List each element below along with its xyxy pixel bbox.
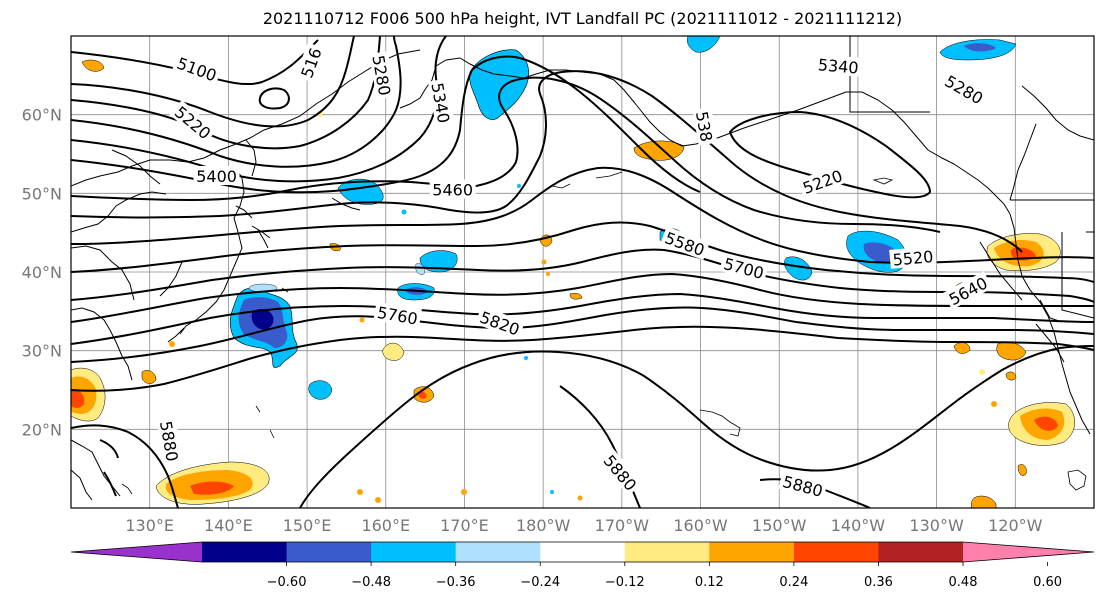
colorbar — [70, 541, 1095, 563]
lon-tick-label: 180°W — [516, 516, 571, 535]
contour-label: 5340 — [814, 53, 863, 78]
contour-label: 5100 — [172, 51, 222, 86]
contour-label: 5760 — [373, 301, 422, 329]
colorbar-segment — [709, 542, 795, 562]
colorbar-tick-label: −0.12 — [605, 575, 645, 590]
contour-label-text: 516 — [297, 45, 325, 80]
colorbar-segment — [202, 542, 288, 562]
contour-label-text: 5460 — [432, 180, 473, 199]
contour-label-text: 5340 — [817, 55, 859, 77]
lon-tick-label: 140°E — [204, 516, 253, 535]
lon-tick-label: 130°W — [909, 516, 964, 535]
lat-tick-label: 40°N — [22, 263, 62, 282]
contour-label: 5220 — [169, 100, 218, 145]
colorbar-tick-label: 0.36 — [864, 575, 893, 590]
contour-label-text: 5640 — [946, 273, 991, 309]
colorbar-segment — [624, 542, 710, 562]
latitude-labels: 20°N 30°N 40°N 50°N 60°N — [22, 106, 62, 440]
colorbar-tick-label: 0.60 — [1033, 575, 1062, 590]
contour-label-text: 538 — [692, 110, 716, 143]
contour-label: 5580 — [660, 226, 710, 260]
lon-tick-label: 160°E — [361, 516, 410, 535]
contour-label: 5280 — [939, 69, 990, 109]
lon-tick-label: 150°E — [283, 516, 332, 535]
colorbar-segment — [793, 542, 879, 562]
lon-tick-label: 170°E — [440, 516, 489, 535]
contour-label-text: 5880 — [156, 420, 182, 463]
contour-label: 5340 — [427, 78, 455, 128]
colorbar-segment — [455, 542, 541, 562]
colorbar-segment — [878, 542, 964, 562]
lat-tick-label: 50°N — [22, 184, 62, 203]
lon-tick-label: 140°W — [831, 516, 886, 535]
coastlines — [71, 36, 1094, 501]
contour-label-text: 5520 — [892, 247, 934, 269]
lat-tick-label: 20°N — [22, 420, 62, 439]
ivt-positive-shading — [71, 59, 1075, 508]
contour-label: 5460 — [429, 179, 476, 199]
colorbar-tick-label: −0.36 — [436, 575, 476, 590]
contour-label: 538 — [692, 107, 718, 146]
lat-tick-label: 30°N — [22, 342, 62, 361]
lon-tick-label: 130°E — [125, 516, 174, 535]
contour-label: 5280 — [368, 50, 396, 100]
contour-label-text: 5280 — [942, 72, 987, 109]
lon-tick-label: 160°W — [673, 516, 728, 535]
colorbar-tick-label: 0.12 — [695, 575, 724, 590]
contour-label-text: 5100 — [174, 54, 219, 86]
colorbar-tick-label: −0.24 — [520, 575, 560, 590]
lat-tick-label: 60°N — [22, 106, 62, 125]
colorbar-tick-labels: −0.60 −0.48 −0.36 −0.24 −0.12 0.12 0.24 0.36 0.4… — [267, 562, 1062, 590]
colorbar-tick-label: −0.48 — [351, 575, 391, 590]
contour-label-text: 5820 — [477, 308, 522, 340]
colorbar-segment — [540, 542, 626, 562]
contour-labels: 5100 516 528053405220540054605385340528052… — [156, 42, 993, 501]
gridlines — [71, 36, 1094, 508]
longitude-labels: 130°E 140°E 150°E 160°E 170°E 180°W 170°W 160°W… — [125, 516, 1042, 535]
colorbar-extend-high — [963, 542, 1094, 562]
colorbar-extend-low — [71, 542, 202, 562]
contour-label: 5880 — [778, 470, 828, 501]
colorbar-tick-label: −0.60 — [267, 575, 307, 590]
contour-label-text: 5700 — [722, 254, 766, 283]
colorbar-segment — [371, 542, 457, 562]
colorbar-segment — [286, 542, 372, 562]
colorbar-outline — [70, 541, 1095, 563]
contour-label-text: 5880 — [781, 472, 825, 501]
lon-tick-label: 150°W — [752, 516, 807, 535]
contour-label: 5880 — [598, 448, 643, 497]
plot-frame — [70, 35, 1095, 509]
contour-label: 5640 — [943, 271, 993, 310]
contour-label: 5880 — [156, 416, 184, 466]
contour-label: 5400 — [193, 166, 240, 186]
height-contours — [71, 36, 1094, 508]
colorbar-tick-label: 0.48 — [949, 575, 978, 590]
lon-tick-label: 170°W — [595, 516, 650, 535]
contour-label: 516 — [295, 42, 326, 83]
lon-tick-label: 120°W — [988, 516, 1043, 535]
contour-label: 5520 — [889, 245, 937, 270]
colorbar-tick-label: 0.24 — [779, 575, 808, 590]
contour-label: 5820 — [475, 305, 525, 340]
map-title: 2021110712 F006 500 hPa height, IVT Land… — [262, 9, 903, 28]
contour-label-text: 5400 — [196, 167, 237, 186]
contour-label-text: 5760 — [376, 303, 419, 329]
